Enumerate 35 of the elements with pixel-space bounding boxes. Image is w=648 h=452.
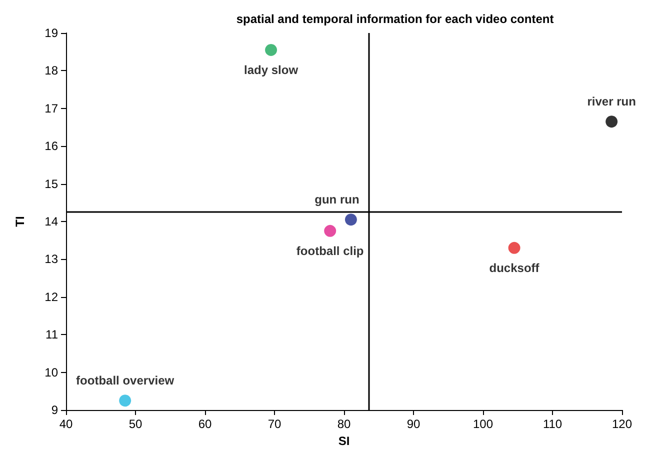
x-tick-label: 90 [406, 417, 420, 431]
x-axis-title: SI [338, 434, 350, 448]
y-tick-label: 9 [51, 403, 58, 417]
x-tick-label: 70 [268, 417, 282, 431]
x-tick-label: 40 [59, 417, 73, 431]
series-label: lady slow [244, 62, 299, 77]
series-label: ducksoff [489, 260, 540, 275]
point [344, 214, 357, 226]
y-tick-label: 14 [44, 214, 58, 228]
y-tick-label: 17 [44, 101, 58, 116]
x-tick-label: 100 [472, 417, 494, 431]
point [324, 224, 336, 237]
y-tick-label: 10 [44, 365, 58, 380]
y-tick-label: 12 [44, 290, 58, 304]
y-tick-label: 18 [44, 64, 58, 78]
x-tick-label: 120 [612, 417, 632, 431]
y-tick-label: 19 [44, 26, 58, 40]
x-tick-label: 60 [198, 417, 212, 431]
y-tick-label: 11 [46, 328, 58, 342]
series-label: gun run [314, 192, 360, 207]
point [119, 394, 132, 407]
y-tick-label: 15 [44, 176, 58, 191]
x-tick-label: 50 [128, 417, 142, 431]
y-tick-label: 16 [44, 139, 58, 154]
x-tick-label: 80 [337, 417, 351, 431]
chart-title: spatial and temporal information for each video content [236, 12, 554, 26]
series-label: football clip [296, 244, 364, 258]
x-tick-label: 110 [542, 417, 562, 431]
series-label: football overview [76, 374, 175, 388]
y-tick-label: 13 [44, 252, 58, 266]
y-axis-title: TI [13, 216, 27, 227]
point [606, 116, 618, 128]
point [265, 44, 278, 56]
series-label: river run [587, 94, 636, 109]
point [508, 242, 520, 254]
